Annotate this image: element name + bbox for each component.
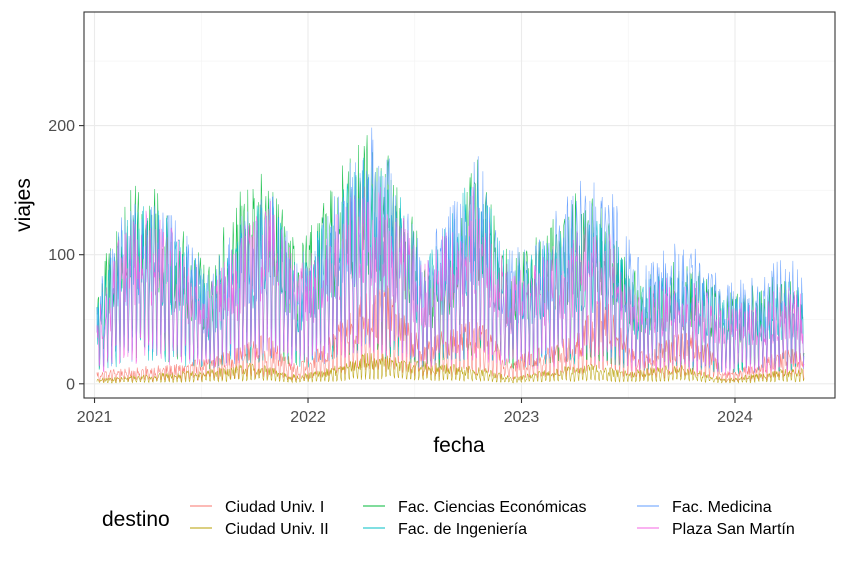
legend-label: Ciudad Univ. I: [225, 499, 324, 516]
y-tick-label: 0: [66, 376, 75, 393]
legend-label: Plaza San Martín: [672, 521, 795, 538]
legend-label: Fac. Ciencias Económicas: [398, 499, 587, 516]
x-tick-label: 2021: [77, 409, 113, 426]
legend-label: Fac. Medicina: [672, 499, 772, 516]
legend: destino Ciudad Univ. I Ciudad Univ. II Fac…: [102, 499, 795, 538]
y-tick-label: 200: [48, 118, 75, 135]
x-tick-label: 2023: [504, 409, 540, 426]
legend-title: destino: [102, 508, 170, 531]
legend-label: Fac. de Ingeniería: [398, 521, 527, 538]
series-line: [96, 186, 805, 375]
legend-label: Ciudad Univ. II: [225, 521, 329, 538]
x-axis: 2021 2022 2023 2024: [77, 398, 753, 426]
series-line: [96, 353, 805, 384]
x-tick-label: 2024: [717, 409, 753, 426]
x-axis-title: fecha: [433, 434, 485, 457]
y-tick-label: 100: [48, 247, 75, 264]
y-axis: 0 100 200: [48, 118, 84, 393]
x-tick-label: 2022: [290, 409, 326, 426]
series-line: [96, 285, 805, 383]
series-layer: [96, 127, 805, 384]
panel-border: [83, 11, 836, 399]
y-axis-title: viajes: [12, 178, 35, 232]
